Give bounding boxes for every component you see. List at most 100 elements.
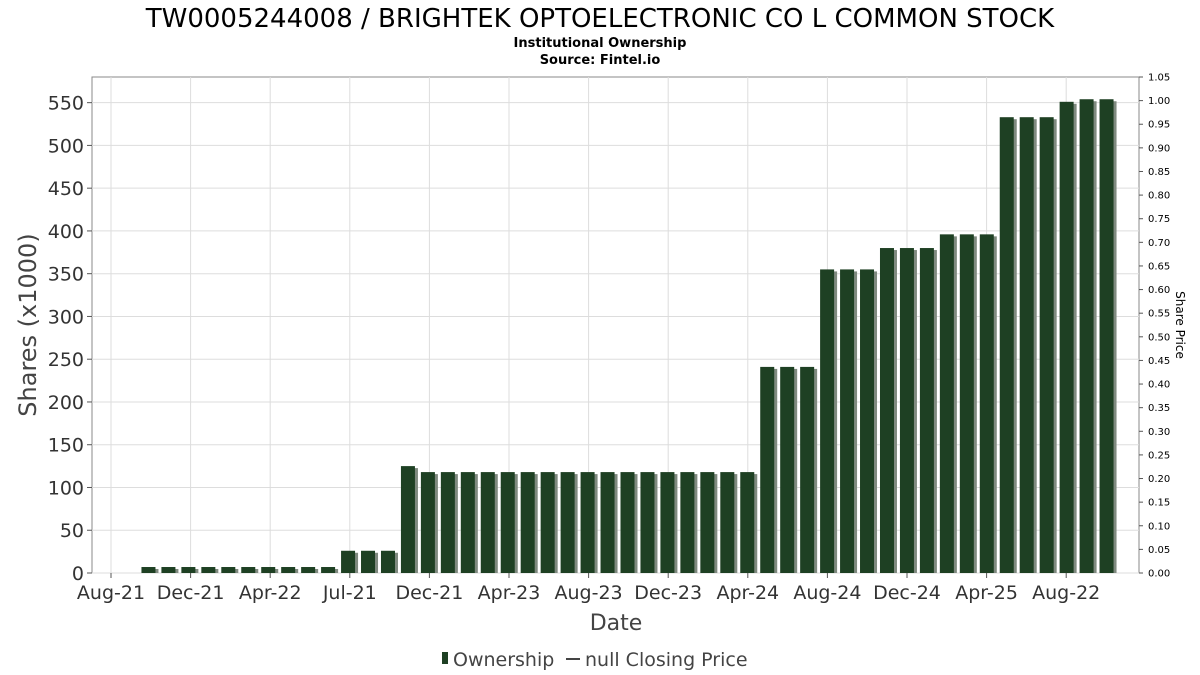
- x-tick-label: Dec-24: [873, 582, 941, 604]
- chart-title: TW0005244008 / BRIGHTEK OPTOELECTRONIC C…: [145, 4, 1055, 34]
- ownership-bar: [899, 248, 914, 573]
- x-tick-label: Apr-23: [478, 582, 541, 604]
- chart-source: Source: Fintel.io: [540, 53, 661, 68]
- ownership-bar: [620, 472, 635, 573]
- y2-tick-label: 0.50: [1148, 332, 1170, 343]
- legend: Ownership null Closing Price: [442, 649, 748, 671]
- ownership-bar: [919, 248, 934, 573]
- ownership-bar: [939, 234, 954, 573]
- ownership-bar: [221, 567, 236, 573]
- y-tick-label: 100: [48, 477, 84, 499]
- x-tick-label: Apr-25: [955, 582, 1018, 604]
- ownership-bar: [820, 269, 835, 573]
- ownership-bar: [800, 366, 815, 573]
- y-tick-label: 350: [48, 264, 84, 286]
- legend-ownership-label: Ownership: [453, 649, 554, 671]
- y2-tick-label: 0.55: [1148, 309, 1170, 320]
- x-tick-label: Aug-22: [1032, 582, 1100, 604]
- ownership-bar: [1039, 117, 1054, 573]
- y2-tick-label: 1.00: [1148, 96, 1170, 107]
- y-tick-label: 450: [48, 178, 84, 200]
- y2-tick-label: 0.65: [1148, 261, 1170, 272]
- x-tick-label: Aug-23: [555, 582, 623, 604]
- ownership-bar: [600, 472, 615, 573]
- ownership-bar: [361, 550, 376, 573]
- ownership-bar: [640, 472, 655, 573]
- ownership-bar: [879, 248, 894, 573]
- ownership-bar: [181, 567, 196, 573]
- x-tick-label: Jul-21: [322, 582, 377, 604]
- y-tick-label: 550: [48, 93, 84, 115]
- ownership-bar: [660, 472, 675, 573]
- ownership-bar: [520, 472, 535, 573]
- x-tick-label: Dec-23: [634, 582, 702, 604]
- ownership-bar: [161, 567, 176, 573]
- legend-price-label: null Closing Price: [585, 649, 748, 671]
- y-tick-label: 50: [60, 520, 84, 542]
- ownership-bar: [560, 472, 575, 573]
- y-tick-label: 500: [48, 135, 84, 157]
- ownership-bar: [840, 269, 855, 573]
- y2-tick-label: 0.70: [1148, 238, 1170, 249]
- x-tick-label: Aug-21: [77, 582, 145, 604]
- y2-tick-label: 0.00: [1148, 569, 1170, 580]
- y2-tick-label: 0.40: [1148, 380, 1170, 391]
- y2-axis: 0.00 0.05 0.10 0.15 0.20 0.25 0.30 0.35 0.40 0.45…: [1139, 73, 1170, 580]
- y-tick-label: 0: [72, 563, 84, 585]
- ownership-bar: [500, 472, 515, 573]
- x-axis-label: Date: [590, 611, 643, 636]
- ownership-bar: [860, 269, 875, 573]
- ownership-bar: [201, 567, 216, 573]
- ownership-bar: [321, 567, 336, 573]
- y2-tick-label: 0.80: [1148, 191, 1170, 202]
- ownership-bar: [1059, 101, 1074, 574]
- ownership-bar: [1099, 99, 1114, 573]
- ownership-bar: [341, 550, 356, 573]
- y2-tick-label: 0.60: [1148, 285, 1170, 296]
- x-tick-label: Apr-24: [716, 582, 779, 604]
- ownership-bar: [720, 472, 735, 573]
- bar-series: [141, 99, 1117, 574]
- ownership-bar: [780, 366, 795, 573]
- ownership-bar: [141, 567, 156, 573]
- y-tick-label: 200: [48, 392, 84, 414]
- x-tick-label: Aug-24: [793, 582, 861, 604]
- y-tick-label: 400: [48, 221, 84, 243]
- y2-tick-label: 0.20: [1148, 474, 1170, 485]
- ownership-bar: [281, 567, 296, 573]
- ownership-bar: [979, 234, 994, 573]
- ownership-bar: [241, 567, 256, 573]
- ownership-bar: [480, 472, 495, 573]
- ownership-bar: [540, 472, 555, 573]
- y2-tick-label: 0.30: [1148, 427, 1170, 438]
- ownership-bar: [420, 472, 435, 573]
- y2-tick-label: 0.35: [1148, 403, 1170, 414]
- ownership-bar: [261, 567, 276, 573]
- ownership-bar: [999, 117, 1014, 573]
- ownership-bar: [440, 472, 455, 573]
- ownership-bar: [400, 466, 415, 573]
- y-tick-label: 250: [48, 349, 84, 371]
- y2-tick-label: 1.05: [1148, 73, 1170, 84]
- legend-ownership-swatch: [442, 652, 448, 664]
- y2-tick-label: 0.10: [1148, 521, 1170, 532]
- ownership-bar: [1079, 99, 1094, 573]
- y2-axis-label: Share Price: [1173, 291, 1187, 359]
- y-tick-label: 300: [48, 306, 84, 328]
- y-tick-label: 150: [48, 435, 84, 457]
- ownership-bar: [580, 472, 595, 573]
- ownership-bar: [1019, 117, 1034, 573]
- ownership-bar: [740, 472, 755, 573]
- y2-tick-label: 0.85: [1148, 167, 1170, 178]
- y2-tick-label: 0.15: [1148, 498, 1170, 509]
- y2-tick-label: 0.45: [1148, 356, 1170, 367]
- y2-tick-label: 0.75: [1148, 214, 1170, 225]
- y-axis-label: Shares (x1000): [14, 233, 42, 416]
- y2-tick-label: 0.25: [1148, 450, 1170, 461]
- y-axis: 0 50 100 150 200 250 300 350 400 450 500 550: [48, 93, 92, 585]
- ownership-bar: [760, 366, 775, 573]
- y2-tick-label: 0.95: [1148, 120, 1170, 131]
- x-tick-label: Dec-21: [157, 582, 225, 604]
- x-axis: Aug-21 Dec-21 Apr-22 Jul-21 Dec-21 Apr-23 Aug-…: [77, 573, 1100, 604]
